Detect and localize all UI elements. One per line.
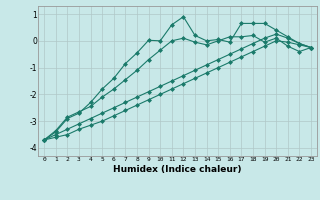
X-axis label: Humidex (Indice chaleur): Humidex (Indice chaleur) bbox=[113, 165, 242, 174]
